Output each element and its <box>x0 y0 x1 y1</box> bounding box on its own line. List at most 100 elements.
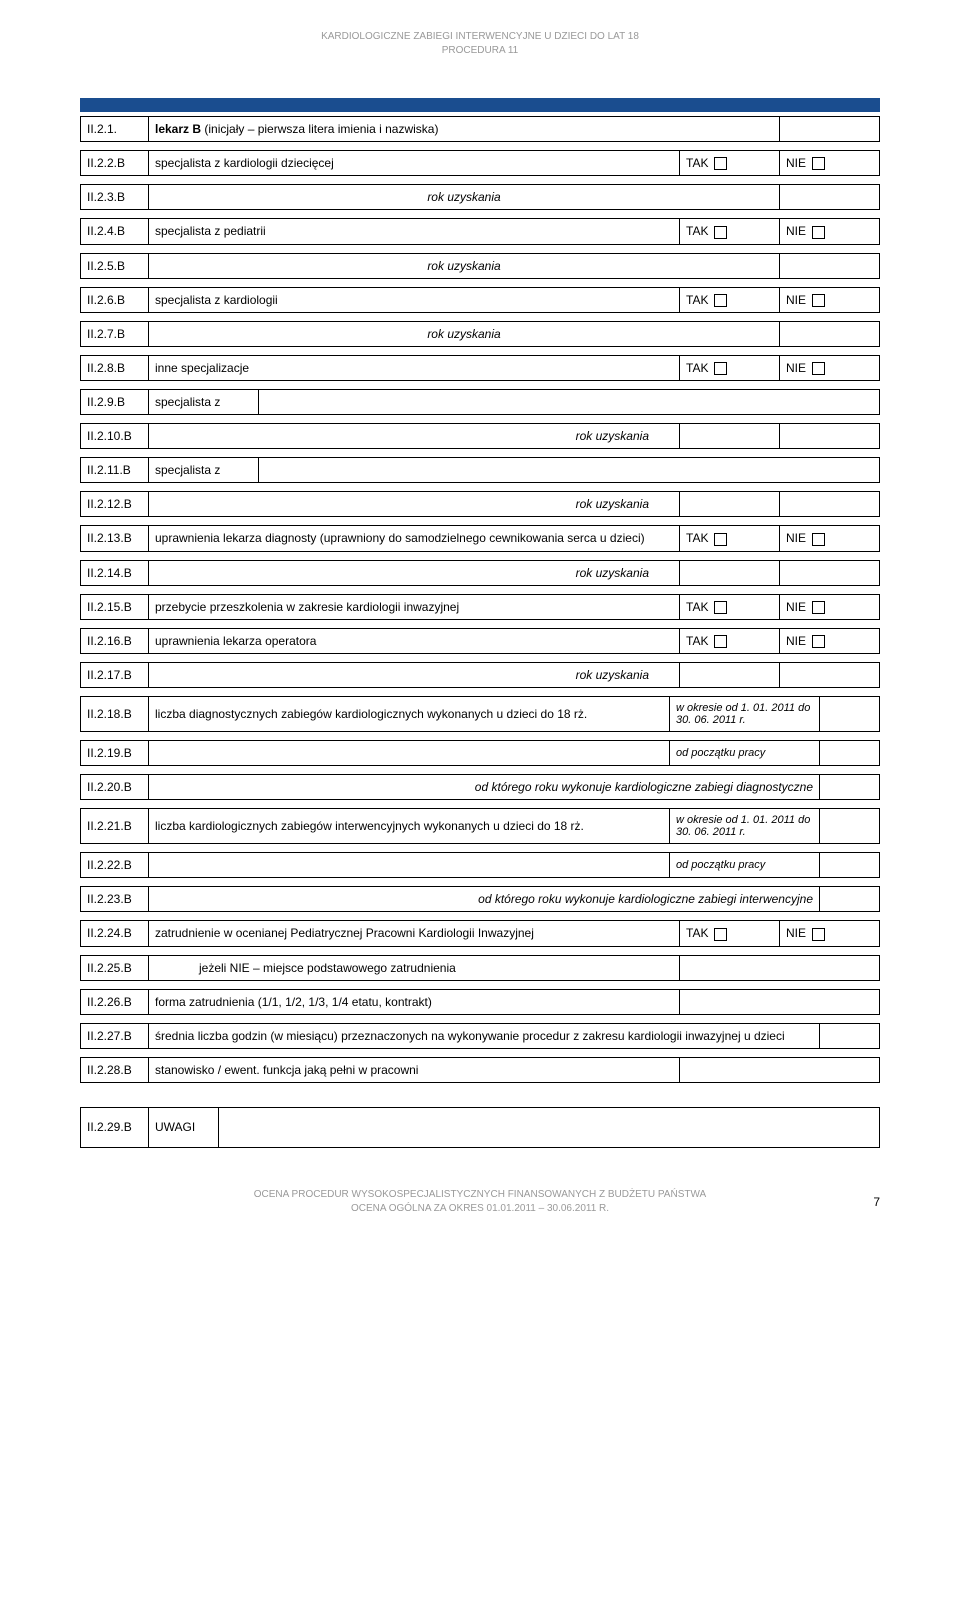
header-line1: KARDIOLOGICZNE ZABIEGI INTERWENCYJNE U D… <box>321 31 639 42</box>
tak-cell[interactable]: TAK <box>680 526 780 551</box>
value-cell2[interactable] <box>780 560 880 585</box>
label: od którego roku wykonuje kardiologiczne … <box>149 775 820 800</box>
value-cell[interactable] <box>780 253 880 278</box>
checkbox-icon[interactable] <box>812 601 825 614</box>
value-cell[interactable] <box>820 697 880 732</box>
checkbox-icon[interactable] <box>714 226 727 239</box>
checkbox-icon[interactable] <box>714 533 727 546</box>
value-cell[interactable] <box>680 989 880 1014</box>
row-II-2-12-B: II.2.12.B rok uzyskania <box>80 491 880 517</box>
tak-cell[interactable]: TAK <box>680 219 780 244</box>
tak-cell[interactable]: TAK <box>680 151 780 176</box>
footer-line1: OCENA PROCEDUR WYSOKOSPECJALISTYCZNYCH F… <box>254 1189 706 1200</box>
value-cell[interactable] <box>780 321 880 346</box>
value-cell[interactable] <box>680 424 780 449</box>
row-II-2-19-B: II.2.19.B od początku pracy <box>80 740 880 766</box>
value-cell[interactable] <box>820 775 880 800</box>
label: uprawnienia lekarza diagnosty (uprawnion… <box>149 526 680 551</box>
value-cell[interactable] <box>259 458 880 483</box>
checkbox-icon[interactable] <box>812 226 825 239</box>
row-II-2-5-B: II.2.5.B rok uzyskania <box>80 253 880 279</box>
label: specjalista z kardiologii dziecięcej <box>149 151 680 176</box>
note: od początku pracy <box>670 853 820 878</box>
nie-cell[interactable]: NIE <box>780 921 880 946</box>
value-cell[interactable] <box>680 1057 880 1082</box>
note: w okresie od 1. 01. 2011 do 30. 06. 2011… <box>670 697 820 732</box>
nie-cell[interactable]: NIE <box>780 287 880 312</box>
row-II-2-13-B: II.2.13.B uprawnienia lekarza diagnosty … <box>80 525 880 551</box>
code: II.2.4.B <box>81 219 149 244</box>
label: inne specjalizacje <box>149 355 680 380</box>
checkbox-icon[interactable] <box>714 294 727 307</box>
label: specjalista z <box>149 458 259 483</box>
label: jeżeli NIE – miejsce podstawowego zatrud… <box>149 955 680 980</box>
label <box>149 741 670 766</box>
value-cell[interactable] <box>780 185 880 210</box>
code: II.2.21.B <box>81 809 149 844</box>
row-II-2-17-B: II.2.17.B rok uzyskania <box>80 662 880 688</box>
note: od początku pracy <box>670 741 820 766</box>
checkbox-icon[interactable] <box>812 928 825 941</box>
checkbox-icon[interactable] <box>714 157 727 170</box>
label: liczba diagnostycznych zabiegów kardiolo… <box>149 697 670 732</box>
value-cell[interactable] <box>259 390 880 415</box>
code: II.2.26.B <box>81 989 149 1014</box>
label: średnia liczba godzin (w miesiącu) przez… <box>149 1023 820 1048</box>
value-cell[interactable] <box>680 955 880 980</box>
nie-cell[interactable]: NIE <box>780 151 880 176</box>
label: rok uzyskania <box>149 663 680 688</box>
row-II-2-4-B: II.2.4.B specjalista z pediatrii TAK NIE <box>80 218 880 244</box>
checkbox-icon[interactable] <box>812 294 825 307</box>
value-cell2[interactable] <box>780 663 880 688</box>
tak-cell[interactable]: TAK <box>680 355 780 380</box>
checkbox-icon[interactable] <box>812 157 825 170</box>
checkbox-icon[interactable] <box>714 601 727 614</box>
label: specjalista z pediatrii <box>149 219 680 244</box>
code: II.2.7.B <box>81 321 149 346</box>
nie-cell[interactable]: NIE <box>780 219 880 244</box>
header-line2: PROCEDURA 11 <box>442 45 519 56</box>
value-cell[interactable] <box>780 117 880 142</box>
value-cell2[interactable] <box>780 424 880 449</box>
checkbox-icon[interactable] <box>812 362 825 375</box>
checkbox-icon[interactable] <box>714 928 727 941</box>
code: II.2.25.B <box>81 955 149 980</box>
value-cell[interactable] <box>680 492 780 517</box>
value-cell[interactable] <box>680 663 780 688</box>
checkbox-icon[interactable] <box>714 635 727 648</box>
page-footer: OCENA PROCEDUR WYSOKOSPECJALISTYCZNYCH F… <box>80 1188 880 1216</box>
checkbox-icon[interactable] <box>812 635 825 648</box>
value-cell[interactable] <box>219 1107 880 1147</box>
row-II-2-22-B: II.2.22.B od początku pracy <box>80 852 880 878</box>
nie-cell[interactable]: NIE <box>780 594 880 619</box>
tak-cell[interactable]: TAK <box>680 594 780 619</box>
checkbox-icon[interactable] <box>812 533 825 546</box>
code: II.2.19.B <box>81 741 149 766</box>
row-II-2-24-B: II.2.24.B zatrudnienie w ocenianej Pedia… <box>80 920 880 946</box>
value-cell[interactable] <box>820 853 880 878</box>
nie-cell[interactable]: NIE <box>780 628 880 653</box>
note: w okresie od 1. 01. 2011 do 30. 06. 2011… <box>670 809 820 844</box>
nie-cell[interactable]: NIE <box>780 526 880 551</box>
row-II-2-8-B: II.2.8.B inne specjalizacje TAK NIE <box>80 355 880 381</box>
row-II-2-26-B: II.2.26.B forma zatrudnienia (1/1, 1/2, … <box>80 989 880 1015</box>
value-cell[interactable] <box>820 809 880 844</box>
value-cell[interactable] <box>820 887 880 912</box>
label: uprawnienia lekarza operatora <box>149 628 680 653</box>
row-II-2-20-B: II.2.20.B od którego roku wykonuje kardi… <box>80 774 880 800</box>
tak-cell[interactable]: TAK <box>680 287 780 312</box>
value-cell[interactable] <box>820 741 880 766</box>
code: II.2.29.B <box>81 1107 149 1147</box>
checkbox-icon[interactable] <box>714 362 727 375</box>
value-cell[interactable] <box>820 1023 880 1048</box>
code: II.2.28.B <box>81 1057 149 1082</box>
label: lekarz B (inicjały – pierwsza litera imi… <box>149 117 780 142</box>
value-cell2[interactable] <box>780 492 880 517</box>
value-cell[interactable] <box>680 560 780 585</box>
nie-cell[interactable]: NIE <box>780 355 880 380</box>
row-II-2-23-B: II.2.23.B od którego roku wykonuje kardi… <box>80 886 880 912</box>
tak-cell[interactable]: TAK <box>680 628 780 653</box>
code: II.2.8.B <box>81 355 149 380</box>
row-II-2-18-B: II.2.18.B liczba diagnostycznych zabiegó… <box>80 696 880 732</box>
tak-cell[interactable]: TAK <box>680 921 780 946</box>
